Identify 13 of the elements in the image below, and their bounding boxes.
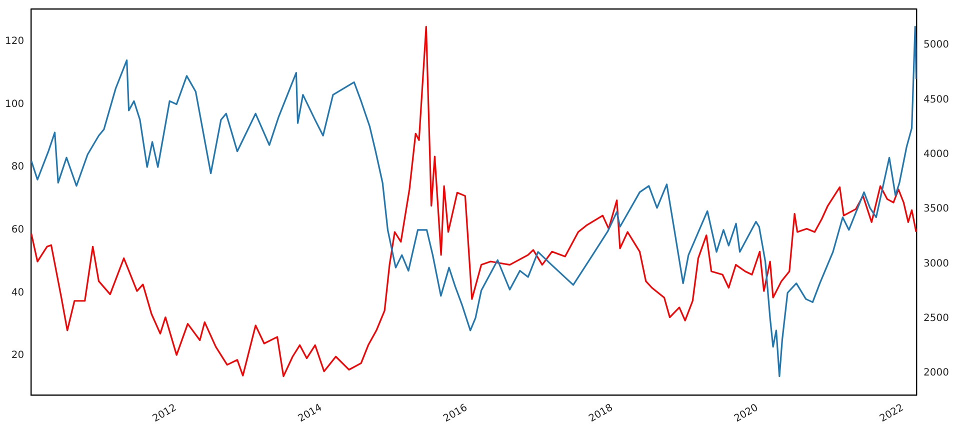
y2-tick-label: 5000 <box>924 40 950 51</box>
y2-tick-label: 4000 <box>924 148 950 160</box>
y-tick-label: 20 <box>11 350 24 362</box>
y-tick-label: 40 <box>11 287 24 298</box>
y2-tick-label: 3000 <box>924 258 950 270</box>
y-tick-label: 80 <box>11 162 24 173</box>
y-tick-label: 60 <box>11 224 24 236</box>
y2-tick-label: 3500 <box>924 204 950 215</box>
y2-tick-label: 2000 <box>924 368 950 379</box>
y-tick-label: 120 <box>4 36 24 47</box>
y2-tick-label: 2500 <box>924 312 950 324</box>
y-tick-label: 100 <box>4 98 24 110</box>
y2-tick-label: 4500 <box>924 94 950 106</box>
